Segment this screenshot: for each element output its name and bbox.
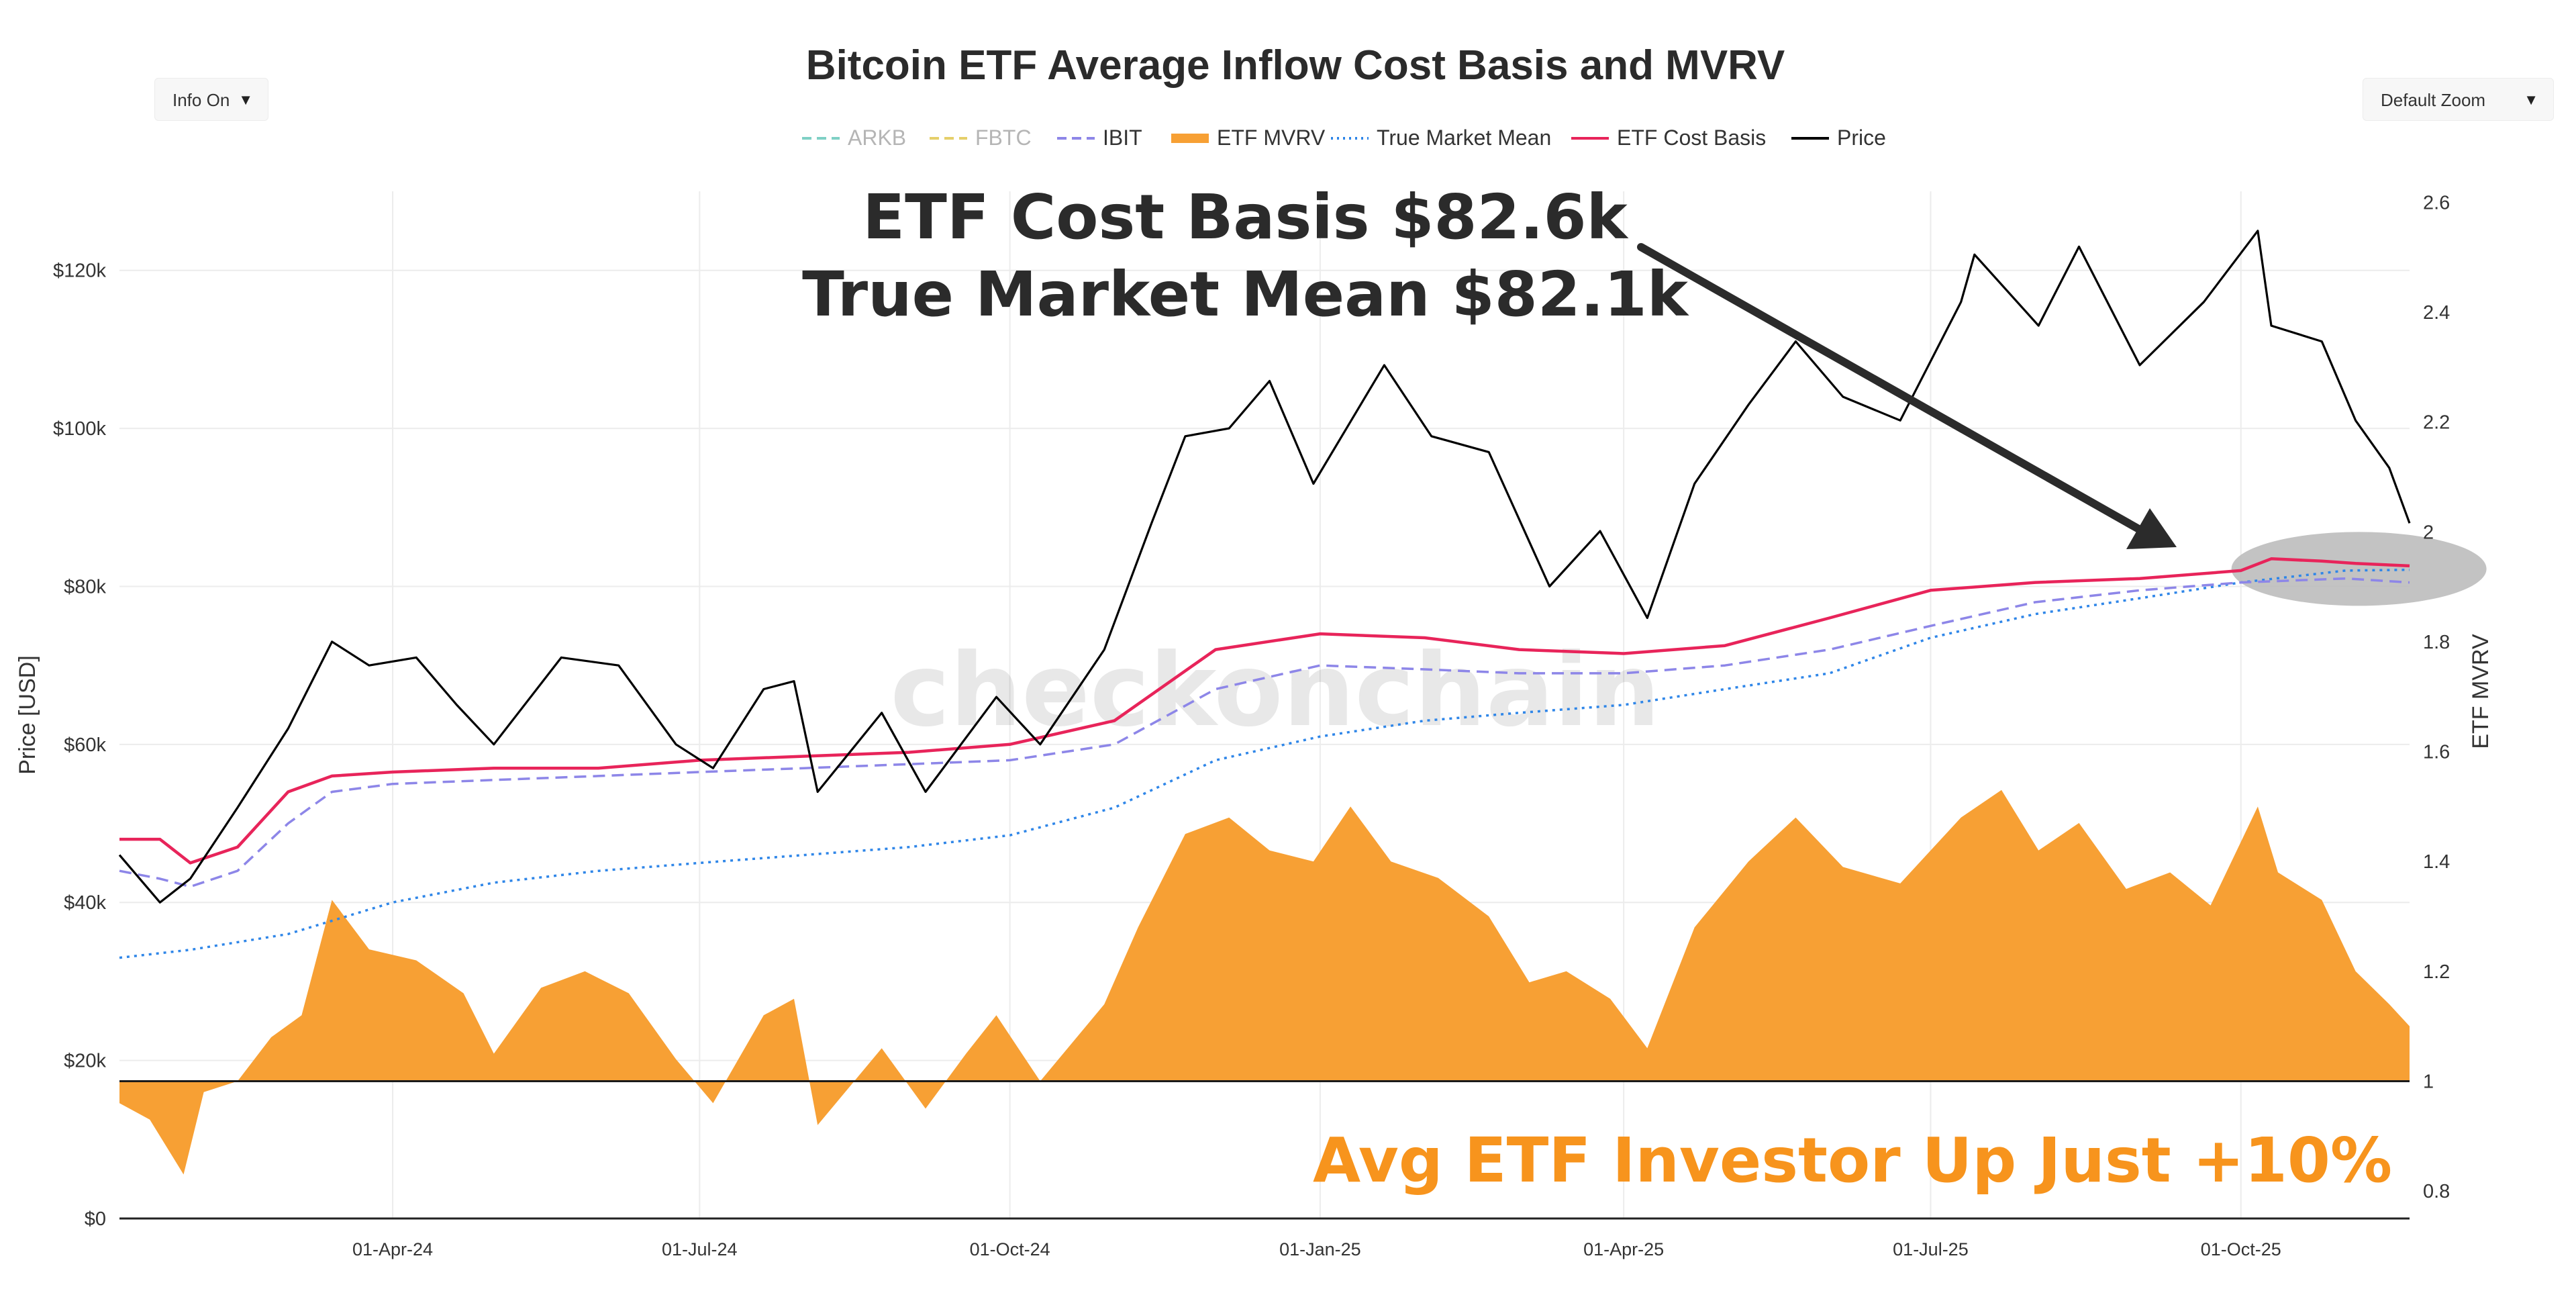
x-tick-label: 01-Apr-25 (1583, 1239, 1664, 1259)
series-line-ibit (119, 577, 2410, 888)
y-tick-label: $60k (64, 734, 106, 756)
x-tick-label: 01-Jul-25 (1893, 1239, 1969, 1259)
zoom-dropdown[interactable]: Default Zoom ▼ (2363, 78, 2554, 121)
y-tick-label: $120k (53, 260, 107, 282)
legend-item-arkb[interactable]: ARKB (802, 126, 906, 150)
legend-label: ARKB (848, 126, 906, 150)
chevron-down-icon: ▼ (238, 91, 253, 108)
y-axis-label: Price [USD] (15, 655, 40, 775)
legend-item-true-market-mean[interactable]: True Market Mean (1331, 126, 1551, 150)
series-line-etf-cost-basis (119, 557, 2410, 865)
y2-tick-label: 1 (2423, 1071, 2434, 1092)
y2-tick-label: 2.4 (2423, 302, 2450, 324)
y2-tick-label: 1.8 (2423, 632, 2450, 653)
y-tick-label: $40k (64, 892, 106, 914)
y2-tick-label: 2 (2423, 522, 2434, 543)
y2-axis-label: ETF MVRV (2468, 634, 2493, 749)
y2-tick-label: 0.8 (2423, 1181, 2450, 1202)
watermark: checkonchain (890, 632, 1660, 749)
legend-label: ETF Cost Basis (1617, 126, 1766, 150)
zoom-label: Default Zoom (2381, 90, 2486, 110)
headline-line-2: True Market Mean $82.1k (802, 258, 1689, 330)
y2-tick-label: 1.2 (2423, 961, 2450, 983)
info-toggle-label: Info On (172, 90, 230, 110)
y2-tick-label: 1.4 (2423, 851, 2450, 873)
legend-item-fbtc[interactable]: FBTC (930, 126, 1032, 150)
legend-label: ETF MVRV (1217, 126, 1326, 150)
y2-tick-label: 2.6 (2423, 192, 2450, 213)
info-toggle-dropdown[interactable]: Info On ▼ (154, 78, 268, 121)
mvrv-layer (119, 789, 2410, 1175)
legend-item-price[interactable]: Price (1791, 126, 1886, 150)
x-tick-label: 01-Jan-25 (1279, 1239, 1361, 1259)
x-tick-label: 01-Oct-24 (970, 1239, 1050, 1259)
mvrv-area (119, 789, 2410, 1175)
lines-layer (118, 230, 2411, 959)
y-tick-label: $0 (85, 1208, 106, 1230)
chart-title: Bitcoin ETF Average Inflow Cost Basis an… (806, 42, 1785, 89)
x-tick-label: 01-Apr-24 (352, 1239, 433, 1259)
y-tick-label: $100k (53, 418, 107, 440)
series-line-price (118, 230, 2411, 904)
highlight-ellipse (2231, 532, 2487, 606)
legend-label: Price (1837, 126, 1886, 150)
axes: 01-Apr-24 01-Jul-24 01-Oct-24 01-Jan-25 01-A… (53, 192, 2450, 1259)
y2-tick-label: 1.6 (2423, 742, 2450, 763)
annotation-arrow-head (2126, 508, 2177, 549)
annotation-arrow-line (1637, 243, 2145, 534)
y-tick-label: $80k (64, 576, 106, 597)
legend-label: IBIT (1103, 126, 1142, 150)
x-tick-label: 01-Jul-24 (662, 1239, 738, 1259)
legend-label: FBTC (975, 126, 1032, 150)
chevron-down-icon: ▼ (2524, 91, 2538, 108)
legend-swatch (1171, 134, 1209, 143)
footer-annotation: Avg ETF Investor Up Just +10% (1313, 1124, 2392, 1196)
legend-item-etf-cost-basis[interactable]: ETF Cost Basis (1571, 126, 1766, 150)
y-tick-label: $20k (64, 1051, 106, 1072)
legend-item-ibit[interactable]: IBIT (1057, 126, 1142, 150)
x-tick-label: 01-Oct-25 (2201, 1239, 2281, 1259)
legend-label: True Market Mean (1377, 126, 1551, 150)
y2-tick-label: 2.2 (2423, 412, 2450, 434)
legend[interactable]: ARKB FBTC IBIT ETF MVRV True Market Mean ETF … (802, 126, 1886, 150)
series-line-true-market-mean (119, 568, 2410, 959)
legend-item-etf-mvrv[interactable]: ETF MVRV (1171, 126, 1326, 150)
headline-line-1: ETF Cost Basis $82.6k (862, 181, 1628, 253)
